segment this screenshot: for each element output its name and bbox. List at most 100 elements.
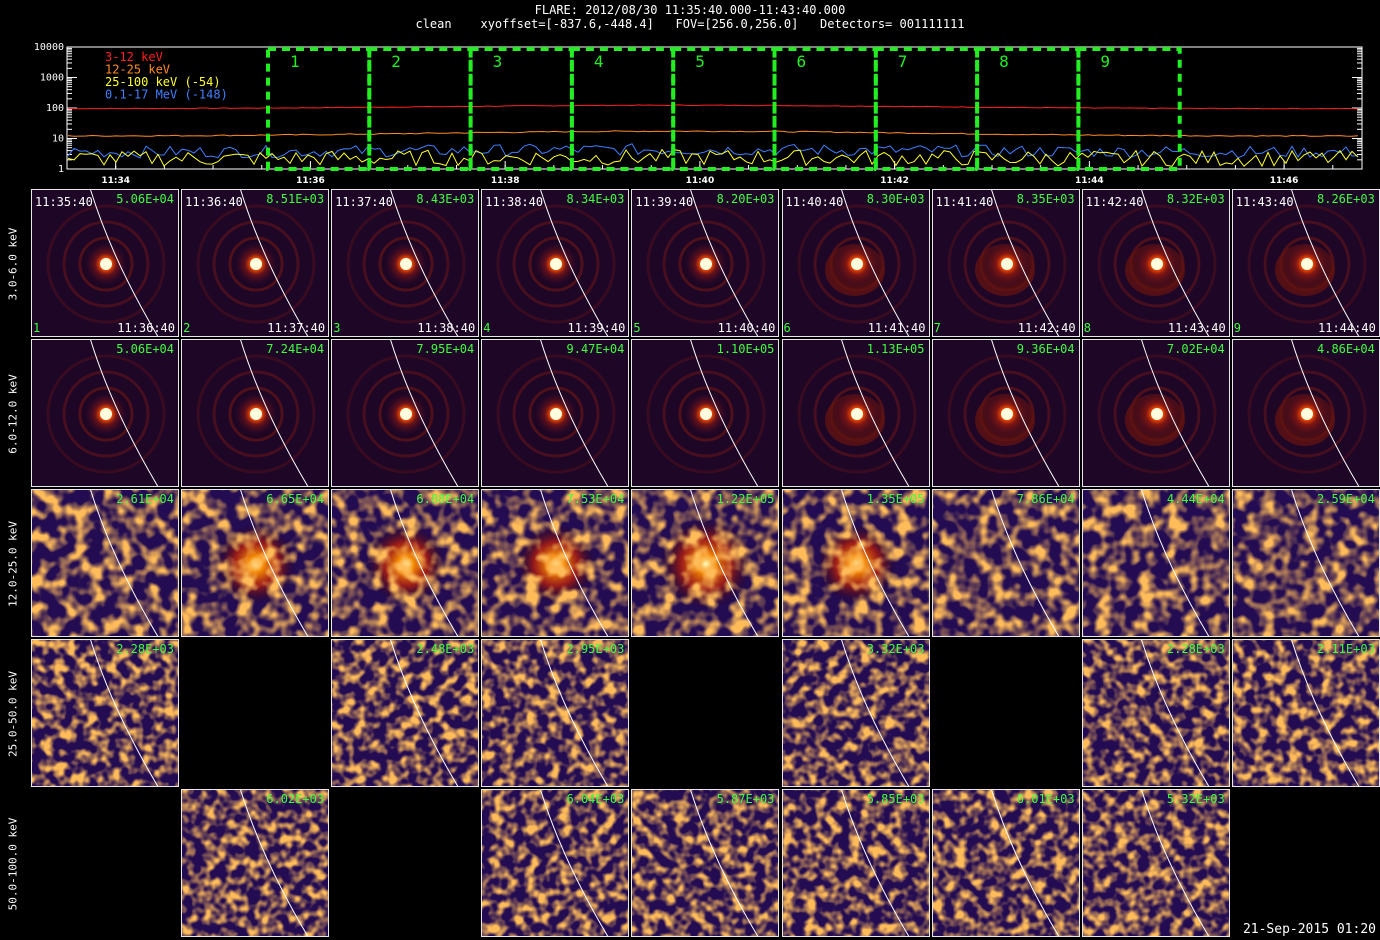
solar-limb-line	[90, 490, 159, 637]
peak-flux-value: 5.85E+03	[866, 792, 925, 807]
energy-band-text: 6.0-12.0 keV	[6, 374, 20, 454]
solar-limb-line	[90, 190, 159, 336]
peak-flux-value: 9.36E+04	[1016, 342, 1075, 357]
energy-band-text: 25.0-50.0 keV	[6, 671, 20, 758]
solar-limb-line	[1290, 340, 1360, 487]
reconstructed-image	[32, 340, 178, 487]
curve-0.1-17mev	[67, 143, 1359, 159]
solar-limb-line	[990, 340, 1059, 487]
image-cell: 2.95E+03	[481, 639, 630, 788]
peak-flux-value: 6.02E+03	[266, 792, 325, 807]
generation-date: 21-Sep-2015 01:20	[1242, 922, 1376, 937]
interval-index: 6	[783, 321, 791, 335]
energy-band-label: 12.0-25.0 keV	[0, 489, 26, 639]
peak-flux-value: 9.47E+04	[566, 342, 625, 357]
interval-label: 7	[898, 52, 908, 71]
solar-limb-line	[990, 190, 1059, 336]
solar-limb-line	[840, 340, 909, 487]
image-cell: 7.02E+04	[1081, 339, 1230, 488]
image-cell: 2.59E+04	[1231, 489, 1380, 638]
image-cell: 8.30E+03 11:40:40 6 11:41:40	[781, 189, 930, 337]
peak-flux-value: 1.13E+05	[866, 342, 925, 357]
interval-index: 2	[183, 321, 191, 335]
solar-limb-line	[1140, 340, 1209, 487]
time-interval-box	[1076, 47, 1182, 171]
peak-flux-value: 6.65E+04	[266, 492, 325, 507]
solar-limb-line	[1140, 790, 1209, 937]
lightcurve-plot: 10000 1000 100 10 1 11:34 11:36 11:38 11:40 11:42…	[34, 42, 1363, 186]
interval-label: 5	[695, 52, 705, 71]
reconstructed-image	[482, 490, 629, 637]
interval-start-time: 11:41:40	[935, 195, 994, 209]
solar-limb-line	[90, 340, 159, 487]
reconstructed-image	[632, 190, 779, 336]
peak-flux-value: 2.95E+03	[566, 642, 625, 657]
image-cell: 5.06E+04 11:35:40 1 11:36:40	[31, 189, 179, 337]
reconstructed-image	[782, 490, 929, 637]
time-interval-box	[671, 47, 777, 171]
image-cell: 8.26E+03 11:43:40 9 11:44:40	[1231, 189, 1380, 337]
interval-end-time: 11:43:40	[1167, 321, 1226, 335]
reconstructed-image	[32, 190, 178, 336]
reconstructed-image	[1232, 340, 1379, 487]
solar-limb-line	[390, 190, 459, 336]
svg-text:11:36: 11:36	[296, 176, 325, 186]
interval-index: 8	[1083, 321, 1091, 335]
interval-label: 1	[290, 52, 300, 71]
legend-entry: 3-12 keV	[105, 50, 163, 64]
reconstructed-image	[482, 790, 629, 937]
legend-entry: 25-100 keV (-54)	[105, 75, 221, 89]
svg-text:11:34: 11:34	[101, 176, 130, 186]
solar-limb-line	[840, 490, 909, 637]
svg-text:1000: 1000	[40, 73, 64, 84]
image-cell: 8.34E+03 11:38:40 4 11:39:40	[481, 189, 630, 337]
reconstructed-image	[332, 190, 479, 336]
energy-band-label: 25.0-50.0 keV	[0, 639, 26, 789]
solar-limb-line	[990, 490, 1059, 637]
x-tick: 11:34	[101, 161, 130, 186]
image-cell: 8.35E+03 11:41:40 7 11:42:40	[931, 189, 1080, 337]
curve-3-12kev	[67, 104, 1359, 110]
solar-limb-line	[390, 340, 459, 487]
plot-parameters: clean xyoffset=[-837.6,-448.4] FOV=[256.…	[415, 17, 965, 31]
interval-index: 7	[933, 321, 941, 335]
image-cell: 6.65E+04	[181, 489, 330, 638]
peak-flux-value: 1.35E+05	[866, 492, 925, 507]
energy-band-text: 50.0-100.0 keV	[6, 818, 20, 911]
peak-flux-value: 2.11E+03	[1317, 642, 1375, 657]
interval-end-time: 11:41:40	[867, 321, 926, 335]
y-tick: 10000	[34, 42, 1362, 53]
image-cell: 7.86E+04	[931, 489, 1080, 638]
peak-flux-value: 2.48E+03	[416, 642, 475, 657]
interval-start-time: 11:43:40	[1235, 195, 1294, 209]
image-cell: 5.06E+04	[31, 339, 179, 488]
solar-limb-line	[990, 790, 1059, 937]
reconstructed-image	[482, 640, 629, 787]
solar-limb-line	[690, 340, 759, 487]
interval-start-time: 11:42:40	[1085, 195, 1144, 209]
solar-limb-line	[690, 490, 759, 637]
reconstructed-image	[782, 790, 929, 937]
reconstructed-image	[332, 640, 479, 787]
image-cell: 8.43E+03 11:37:40 3 11:38:40	[331, 189, 480, 337]
peak-flux-value: 1.22E+05	[716, 492, 775, 507]
reconstructed-image	[182, 790, 329, 937]
reconstructed-image	[32, 490, 178, 637]
reconstructed-image	[1082, 340, 1229, 487]
reconstructed-image	[932, 190, 1079, 336]
image-cell: 5.87E+03	[631, 789, 780, 938]
interval-end-time: 11:42:40	[1017, 321, 1076, 335]
reconstructed-image	[1232, 490, 1379, 637]
peak-flux-value: 7.86E+04	[1016, 492, 1075, 507]
reconstructed-image	[182, 490, 329, 637]
legend-entry: 12-25 keV	[105, 63, 170, 77]
curve-25-100kev	[67, 148, 1359, 168]
peak-flux-value: 7.02E+04	[1166, 342, 1225, 357]
interval-start-time: 11:35:40	[35, 195, 93, 209]
solar-limb-line	[240, 490, 309, 637]
time-interval-box	[468, 47, 574, 171]
interval-label: 8	[999, 52, 1009, 71]
interval-start-time: 11:40:40	[785, 195, 844, 209]
empty-image-cell	[331, 789, 479, 937]
empty-image-cell	[932, 639, 1080, 787]
